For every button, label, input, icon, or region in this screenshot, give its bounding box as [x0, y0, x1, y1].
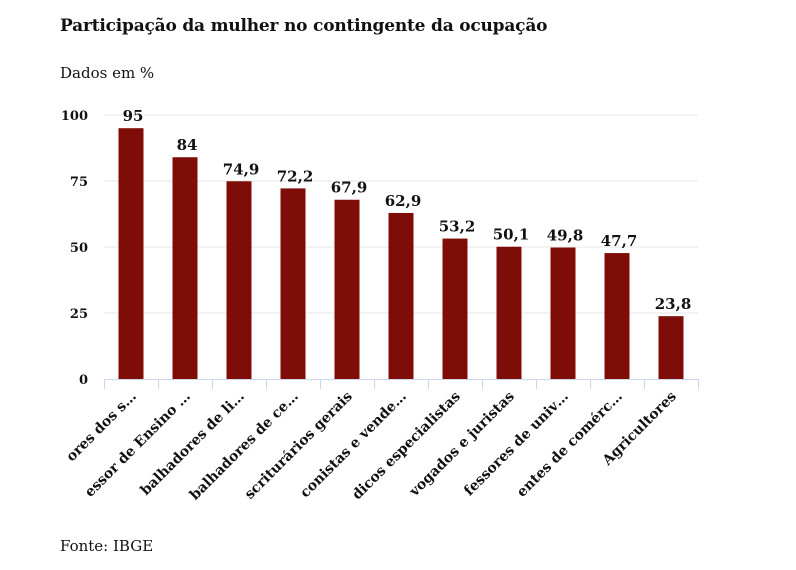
x-axis-label: vogados e juristas	[406, 388, 518, 500]
chart-title: Participação da mulher no contingente da…	[60, 16, 548, 36]
x-axis-label: fessores de univ…	[461, 389, 572, 500]
data-label: 49,8	[547, 227, 584, 245]
x-axis-label: entes de comérc…	[514, 389, 626, 501]
x-axis-label: balhadores de ce…	[187, 389, 302, 504]
x-axis-label: conistas e vende…	[297, 389, 410, 502]
x-axis-label: scriturários gerais	[242, 388, 356, 502]
bars	[118, 128, 684, 379]
bar[interactable]	[496, 246, 522, 379]
bar[interactable]	[550, 247, 576, 379]
source-note: Fonte: IBGE	[60, 537, 154, 555]
y-tick-label: 0	[79, 373, 88, 388]
bar[interactable]	[442, 238, 468, 379]
y-tick-label: 25	[70, 307, 88, 322]
data-label: 23,8	[655, 295, 692, 313]
data-label: 72,2	[277, 167, 314, 185]
data-label: 67,9	[331, 179, 368, 197]
data-label: 84	[177, 136, 198, 154]
bar[interactable]	[226, 181, 252, 379]
bar[interactable]	[334, 199, 360, 379]
bar[interactable]	[388, 212, 414, 379]
x-axis-label: dicos especialistas	[349, 388, 464, 503]
chart-subtitle: Dados em %	[60, 64, 155, 82]
data-label: 62,9	[385, 192, 422, 210]
bar[interactable]	[280, 188, 306, 379]
x-axis-labels: ores dos s…essor de Ensino …balhadores d…	[63, 388, 680, 503]
data-label: 95	[123, 107, 144, 125]
bar[interactable]	[658, 316, 684, 379]
y-tick-label: 50	[70, 241, 88, 256]
bar[interactable]	[604, 253, 630, 379]
y-tick-label: 100	[61, 109, 88, 124]
bar[interactable]	[118, 128, 144, 379]
y-tick-label: 75	[70, 175, 88, 190]
data-label: 53,2	[439, 218, 476, 236]
x-axis-label: balhadores de li…	[138, 389, 248, 499]
data-labels: 95 84 74,9 72,2 67,9 62,9 53,2 50,1 49,8 47,7 23,8	[123, 107, 692, 313]
data-label: 47,7	[601, 232, 638, 250]
y-axis: 0 25 50 75 100	[61, 109, 88, 388]
x-axis-label: essor de Ensino …	[82, 389, 194, 501]
bar[interactable]	[172, 157, 198, 379]
data-label: 50,1	[493, 226, 530, 244]
x-axis	[104, 379, 699, 389]
data-label: 74,9	[223, 160, 260, 178]
